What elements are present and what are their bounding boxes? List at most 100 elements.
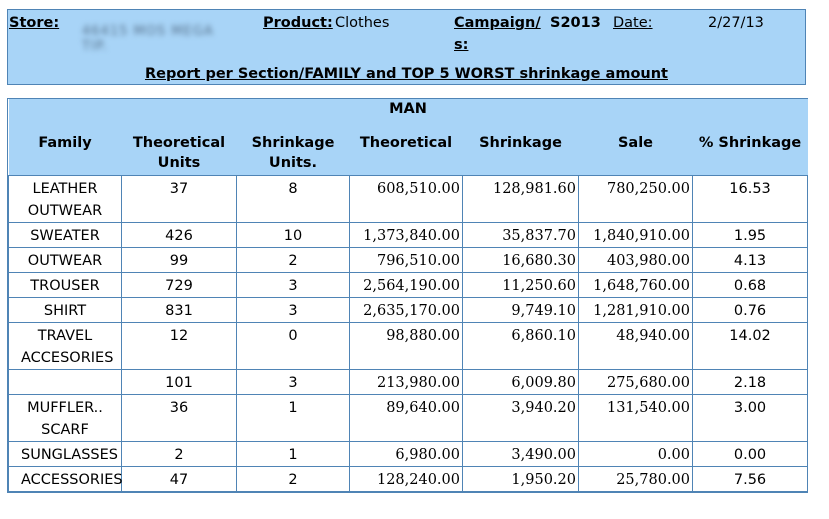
shrinkage-cell: 128,981.60 [462,175,579,223]
sale-cell: 1,840,910.00 [578,222,693,248]
family-cell: SWEATER [8,222,122,248]
shrinkage-cell: 35,837.70 [462,222,579,248]
report-title: Report per Section/FAMILY and TOP 5 WORS… [144,66,668,82]
shrinkage-cell: 11,250.60 [462,272,579,298]
sale-cell: 131,540.00 [578,394,693,442]
shrinkage-cell: 3,940.20 [462,394,579,442]
column-header: Family [8,133,122,176]
pct-shrinkage-cell: 3.00 [691,394,809,442]
theoretical-cell: 89,640.00 [349,394,463,442]
theoretical-units-cell: 426 [121,222,237,248]
theoretical-units-cell: 37 [121,175,237,223]
shrinkage-cell: 16,680.30 [462,247,579,273]
column-header-row: Family Theoretical Units Shrinkage Units. T… [8,133,808,176]
theoretical-cell: 6,980.00 [349,441,463,467]
family-cell [8,369,122,395]
column-header: Sale [578,133,693,176]
theoretical-units-cell: 36 [121,394,237,442]
store-label: Store: [9,15,60,31]
table-row: SWEATER 426 10 1,373,840.00 35,837.70 1,840,9… [8,222,809,248]
family-cell: TROUSER [8,272,122,298]
date-label: Date: [613,15,653,31]
theoretical-units-cell: 831 [121,297,237,323]
family-cell: TRAVEL ACCESORIES [8,322,122,370]
pct-shrinkage-cell: 7.56 [691,466,809,492]
shrinkage-cell: 6,009.80 [462,369,579,395]
family-cell: ACCESSORIES [8,466,123,492]
shrinkage-cell: 1,950.20 [462,466,579,492]
column-header: Theoretical [349,133,463,176]
table-row: SUNGLASSES 2 1 6,980.00 3,490.00 0.00 0.00 [8,441,809,467]
theoretical-units-cell: 12 [121,322,237,370]
family-cell: SUNGLASSES [8,441,122,467]
sale-cell: 25,780.00 [578,466,693,492]
theoretical-units-cell: 99 [121,247,237,273]
sale-cell: 275,680.00 [578,369,693,395]
theoretical-units-cell: 101 [121,369,237,395]
product-value: Clothes [335,15,390,31]
table-row: TRAVEL ACCESORIES 12 0 98,880.00 6,860.10 48,… [8,322,809,370]
shrinkage-units-cell: 3 [236,272,350,298]
shrinkage-units-cell: 3 [236,297,350,323]
sale-cell: 403,980.00 [578,247,693,273]
family-cell: LEATHER OUTWEAR [8,175,122,223]
shrinkage-units-cell: 1 [236,394,350,442]
family-cell: MUFFLER.. SCARF [8,394,122,442]
sale-cell: 780,250.00 [578,175,693,223]
pct-shrinkage-cell: 0.00 [691,441,809,467]
pct-shrinkage-cell: 0.68 [691,272,809,298]
sale-cell: 1,648,760.00 [578,272,693,298]
table-row: TROUSER 729 3 2,564,190.00 11,250.60 1,648,76… [8,272,809,298]
theoretical-cell: 1,373,840.00 [349,222,463,248]
theoretical-units-cell: 47 [121,466,237,492]
pct-shrinkage-cell: 1.95 [691,222,809,248]
column-header: Theoretical Units [121,133,237,176]
shrinkage-units-cell: 2 [236,247,350,273]
family-cell: OUTWEAR [8,247,122,273]
shrinkage-units-cell: 0 [236,322,350,370]
theoretical-units-cell: 2 [121,441,237,467]
store-value-blurred: 46415 MOS MEGA TIP. [82,24,214,54]
column-header: Shrinkage Units. [236,133,350,176]
table-row: OUTWEAR 99 2 796,510.00 16,680.30 403,980.00 4… [8,247,809,273]
table-row: 101 3 213,980.00 6,009.80 275,680.00 2.18 [8,369,809,395]
theoretical-cell: 2,564,190.00 [349,272,463,298]
pct-shrinkage-cell: 14.02 [691,322,809,370]
shrinkage-cell: 6,860.10 [462,322,579,370]
shrinkage-units-cell: 2 [236,466,350,492]
shrinkage-units-cell: 1 [236,441,350,467]
date-value: 2/27/13 [708,15,764,31]
sale-cell: 48,940.00 [578,322,693,370]
shrinkage-table-container: MAN Family Theoretical Units Shrinkage Uni… [7,98,809,493]
shrinkage-units-cell: 10 [236,222,350,248]
campaign-label-cont: s: [454,37,469,53]
table-row: MUFFLER.. SCARF 36 1 89,640.00 3,940.20 131,5… [8,394,809,442]
shrinkage-cell: 3,490.00 [462,441,579,467]
table-row: ACCESSORIES 47 2 128,240.00 1,950.20 25,780.0… [8,466,809,492]
theoretical-cell: 128,240.00 [349,466,463,492]
family-cell: SHIRT [8,297,122,323]
pct-shrinkage-cell: 2.18 [691,369,809,395]
table-row: LEATHER OUTWEAR 37 8 608,510.00 128,981.60 78… [8,175,809,223]
theoretical-cell: 213,980.00 [349,369,463,395]
theoretical-cell: 608,510.00 [349,175,463,223]
pct-shrinkage-cell: 4.13 [691,247,809,273]
pct-shrinkage-cell: 0.76 [691,297,809,323]
theoretical-cell: 98,880.00 [349,322,463,370]
campaign-value: S2013 [550,15,601,31]
section-title: MAN [8,99,808,133]
theoretical-cell: 2,635,170.00 [349,297,463,323]
theoretical-cell: 796,510.00 [349,247,463,273]
campaign-label: Campaign/ [454,15,541,31]
shrinkage-units-cell: 8 [236,175,350,223]
theoretical-units-cell: 729 [121,272,237,298]
sale-cell: 0.00 [578,441,693,467]
product-label: Product: [263,15,333,31]
shrinkage-units-cell: 3 [236,369,350,395]
sale-cell: 1,281,910.00 [578,297,693,323]
shrinkage-cell: 9,749.10 [462,297,579,323]
pct-shrinkage-cell: 16.53 [691,175,809,223]
report-header: Store: 46415 MOS MEGA TIP. Product: Clot… [7,9,806,85]
column-header: Shrinkage [462,133,579,176]
table-body: LEATHER OUTWEAR 37 8 608,510.00 128,981.60 78… [8,175,809,492]
